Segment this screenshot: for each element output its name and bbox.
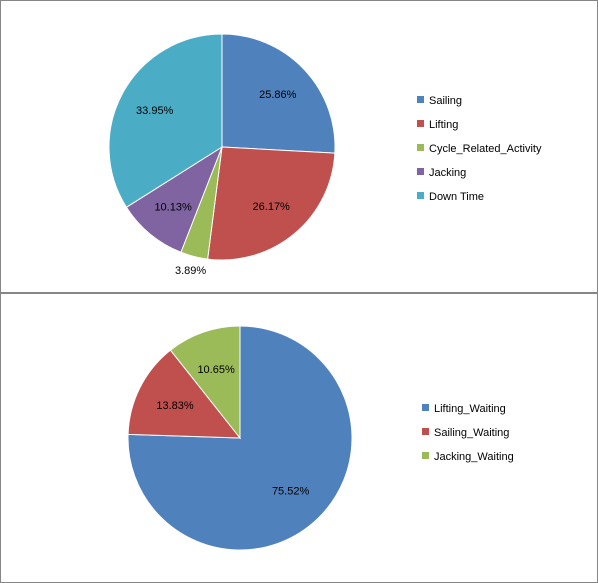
legend-entry-sailing: Sailing xyxy=(417,95,462,107)
legend-entry-sailing-waiting: Sailing_Waiting xyxy=(422,427,509,439)
legend-swatch-jacking-waiting xyxy=(422,452,429,459)
legend-label-jacking: Jacking xyxy=(429,167,466,179)
legend-swatch-sailing xyxy=(417,96,424,103)
legend-swatch-cycle-related-activity xyxy=(417,144,424,151)
data-label-jacking-waiting: 10.65% xyxy=(197,364,235,376)
data-label-jacking: 10.13% xyxy=(154,201,192,213)
data-label-lifting: 26.17% xyxy=(253,201,291,213)
legend-entry-jacking: Jacking xyxy=(417,167,466,179)
legend-label-lifting-waiting: Lifting_Waiting xyxy=(434,403,506,415)
pie-chart-waiting: 75.52% 13.83% 10.65% Lifting_Waiting Sailing… xyxy=(127,325,514,551)
pie-slice-jacking xyxy=(125,145,224,253)
legend-entry-lifting-waiting: Lifting_Waiting xyxy=(422,403,506,415)
chart-panel-activity: 25.86% 26.17% 3.89% 10.13% 33.95% Sailing Lift… xyxy=(0,0,598,293)
pie-slice-lifting xyxy=(207,146,336,261)
legend-swatch-jacking xyxy=(417,168,424,175)
legend-entry-lifting: Lifting xyxy=(417,119,458,131)
legend-label-lifting: Lifting xyxy=(429,119,458,131)
data-label-cycle-related-activity: 3.89% xyxy=(175,265,206,277)
legend-swatch-lifting xyxy=(417,120,424,127)
legend-label-sailing: Sailing xyxy=(429,95,462,107)
pie-slice-sailing-waiting xyxy=(127,349,242,439)
legend-entry-jacking-waiting: Jacking_Waiting xyxy=(422,451,514,463)
legend-swatch-lifting-waiting xyxy=(422,404,429,411)
legend-label-down-time: Down Time xyxy=(429,191,484,203)
legend-swatch-down-time xyxy=(417,192,424,199)
legend-label-cycle-related-activity: Cycle_Related_Activity xyxy=(429,143,542,155)
pie-slice-jacking-waiting xyxy=(169,325,241,440)
pie-chart-activity: 25.86% 26.17% 3.89% 10.13% 33.95% Sailing Lift… xyxy=(108,33,542,277)
pie-slice-sailing xyxy=(221,33,336,154)
chart-panel-waiting: 75.52% 13.83% 10.65% Lifting_Waiting Sailing… xyxy=(0,293,598,583)
data-label-lifting-waiting: 75.52% xyxy=(272,485,310,497)
data-label-sailing: 25.86% xyxy=(259,89,297,101)
pie-slice-down-time xyxy=(108,33,223,208)
data-label-down-time: 33.95% xyxy=(136,105,174,117)
legend-entry-down-time: Down Time xyxy=(417,191,484,203)
legend-swatch-sailing-waiting xyxy=(422,428,429,435)
legend-label-sailing-waiting: Sailing_Waiting xyxy=(434,427,509,439)
legend-label-jacking-waiting: Jacking_Waiting xyxy=(434,451,514,463)
data-label-sailing-waiting: 13.83% xyxy=(156,400,194,412)
legend-entry-cycle-related-activity: Cycle_Related_Activity xyxy=(417,143,542,155)
